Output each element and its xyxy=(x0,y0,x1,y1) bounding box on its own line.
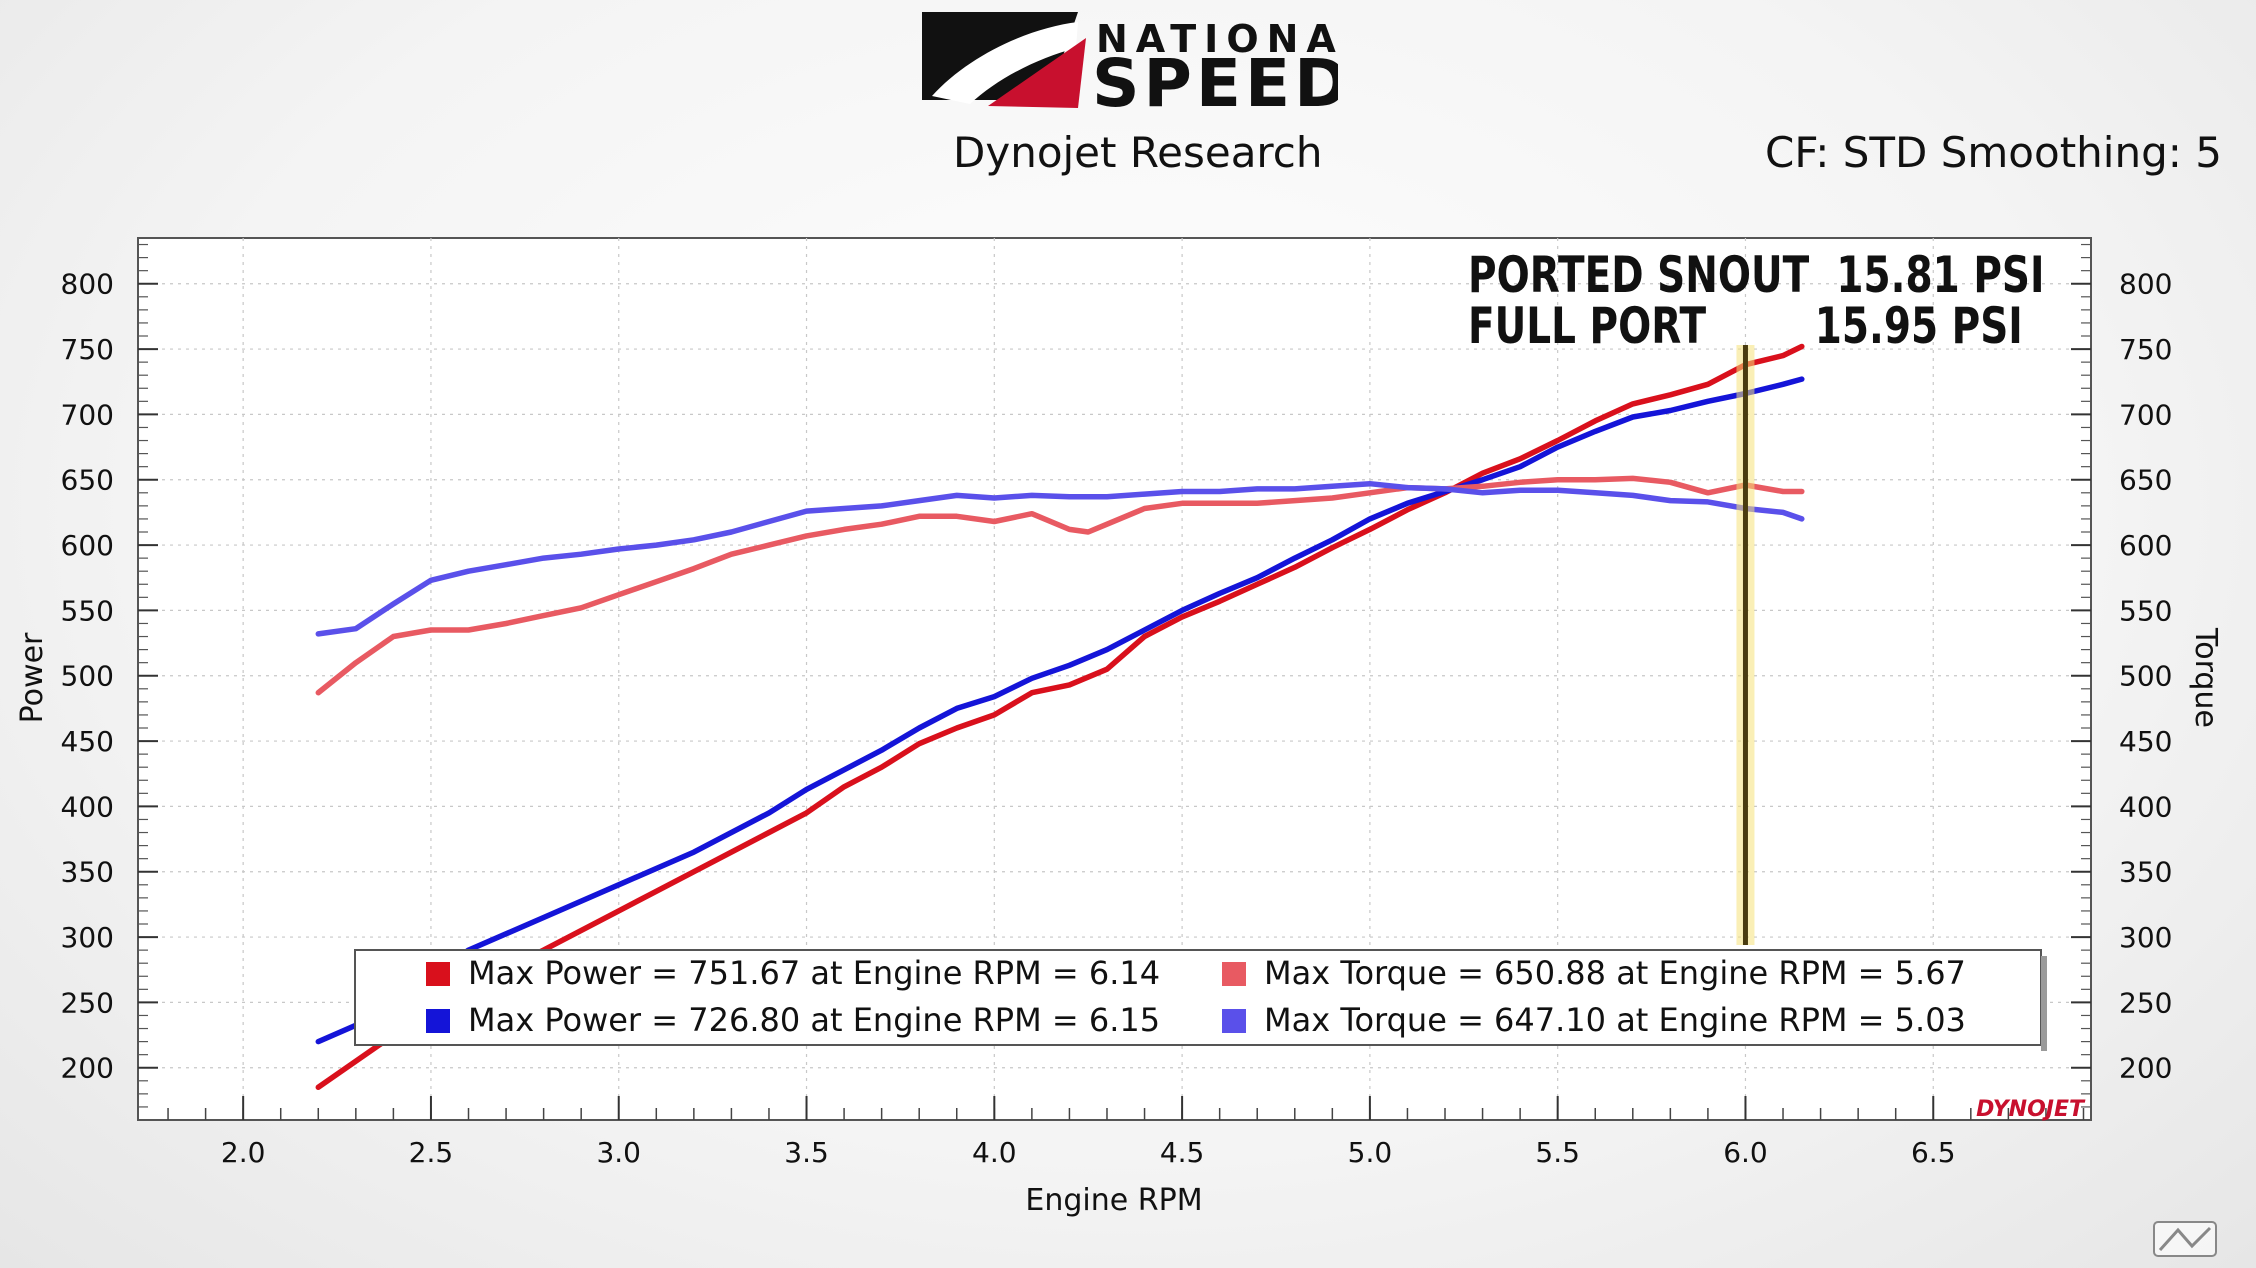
series-lines xyxy=(315,343,1805,1091)
y-right-tick-label: 650 xyxy=(2119,464,2172,497)
legend-swatch-power-ported xyxy=(426,962,450,986)
y-right-tick-label: 200 xyxy=(2119,1052,2172,1085)
x-tick-label: 2.5 xyxy=(409,1136,454,1169)
y-right-tick-label: 700 xyxy=(2119,398,2172,431)
y-left-tick-label: 750 xyxy=(61,333,114,366)
legend-text-power-ported: Max Power = 751.67 at Engine RPM = 6.14 xyxy=(468,954,1160,992)
legend-box xyxy=(354,949,2042,1046)
legend-shadow xyxy=(2041,956,2047,1051)
y-right-tick-label: 600 xyxy=(2119,529,2172,562)
y-right-tick-label: 750 xyxy=(2119,333,2172,366)
y-left-tick-label: 600 xyxy=(61,529,114,562)
x-tick-label: 4.0 xyxy=(972,1136,1017,1169)
x-tick-label: 6.5 xyxy=(1911,1136,1956,1169)
x-tick-label: 4.5 xyxy=(1160,1136,1205,1169)
y-left-tick-label: 400 xyxy=(61,790,114,823)
legend-swatch-torque-full xyxy=(1222,1009,1246,1033)
x-tick-label: 6.0 xyxy=(1723,1136,1768,1169)
series-power-full-port xyxy=(315,376,1805,1045)
y-left-tick-label: 450 xyxy=(61,725,114,758)
y-right-tick-label: 250 xyxy=(2119,986,2172,1019)
y-left-tick-label: 800 xyxy=(61,268,114,301)
legend-text-torque-full: Max Torque = 647.10 at Engine RPM = 5.03 xyxy=(1264,1001,1966,1039)
y-left-tick-label: 250 xyxy=(61,986,114,1019)
x-tick-label: 5.5 xyxy=(1535,1136,1580,1169)
x-tick-label: 3.0 xyxy=(596,1136,641,1169)
y-axis-label-right: Torque xyxy=(2188,627,2223,728)
y-left-tick-label: 700 xyxy=(61,398,114,431)
dynojet-watermark: DYNOJET xyxy=(1976,1097,2086,1122)
legend: Max Power = 751.67 at Engine RPM = 6.14 … xyxy=(354,949,2047,1051)
chart-subtitle: Dynojet Research xyxy=(953,128,1323,177)
y-right-tick-label: 350 xyxy=(2119,856,2172,889)
y-right-tick-label: 500 xyxy=(2119,660,2172,693)
legend-text-torque-ported: Max Torque = 650.88 at Engine RPM = 5.67 xyxy=(1264,954,1966,992)
annotation-line1: PORTED SNOUT 15.81 PSI xyxy=(1468,245,2045,304)
x-tick-label: 3.5 xyxy=(784,1136,829,1169)
y-left-tick-label: 350 xyxy=(61,856,114,889)
y-right-tick-label: 450 xyxy=(2119,725,2172,758)
logo-swoosh-icon xyxy=(922,12,1086,108)
y-right-tick-label: 550 xyxy=(2119,594,2172,627)
y-left-tick-label: 300 xyxy=(61,921,114,954)
y-axis-label-left: Power xyxy=(15,632,50,723)
x-tick-label: 2.0 xyxy=(221,1136,266,1169)
x-axis-label: Engine RPM xyxy=(1025,1183,1202,1218)
x-tick-label: 5.0 xyxy=(1348,1136,1393,1169)
y-right-tick-label: 400 xyxy=(2119,790,2172,823)
y-left-tick-label: 550 xyxy=(61,594,114,627)
annotation-line2: FULL PORT 15.95 PSI xyxy=(1468,296,2023,355)
legend-swatch-power-full xyxy=(426,1009,450,1033)
brand-top-text: NATIONAL xyxy=(1096,17,1338,61)
series-torque-ported-snout xyxy=(315,475,1805,696)
y-right-tick-label: 800 xyxy=(2119,268,2172,301)
left-axis-ticks: 200 250 300 350 400 450 500 550 600 650 700 750 800 xyxy=(61,268,158,1085)
brand-logo: NATIONAL SPEED xyxy=(922,12,1338,122)
corner-badge-icon xyxy=(2153,1221,2217,1257)
series-power-ported-snout xyxy=(315,343,1805,1091)
series-torque-full-port xyxy=(315,480,1805,637)
y-right-tick-label: 300 xyxy=(2119,921,2172,954)
correction-factor-label: CF: STD Smoothing: 5 xyxy=(1765,128,2222,177)
right-axis-ticks: 200 250 300 350 400 450 500 550 600 650 700 750 800 xyxy=(2071,268,2172,1085)
legend-text-power-full: Max Power = 726.80 at Engine RPM = 6.15 xyxy=(468,1001,1160,1039)
y-left-tick-label: 200 xyxy=(61,1052,114,1085)
legend-swatch-torque-ported xyxy=(1222,962,1246,986)
y-left-tick-label: 500 xyxy=(61,660,114,693)
y-left-tick-label: 650 xyxy=(61,464,114,497)
brand-bottom-text: SPEED xyxy=(1092,45,1338,122)
x-axis-ticks: 2.0 2.5 3.0 3.5 4.0 4.5 5.0 5.5 6.0 6.5 xyxy=(221,1096,1956,1169)
